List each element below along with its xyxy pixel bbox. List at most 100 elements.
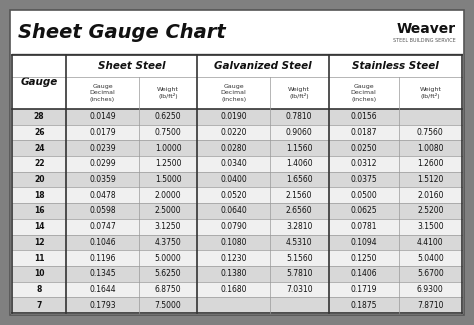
Text: 4.3750: 4.3750 bbox=[155, 238, 182, 247]
Text: 7.8710: 7.8710 bbox=[417, 301, 444, 310]
Bar bbox=[12, 282, 462, 297]
Text: Weaver: Weaver bbox=[397, 22, 456, 36]
Text: 0.0190: 0.0190 bbox=[220, 112, 247, 121]
Text: Gauge
Decimal
(inches): Gauge Decimal (inches) bbox=[351, 84, 376, 102]
Text: 28: 28 bbox=[34, 112, 45, 121]
Text: 2.0160: 2.0160 bbox=[417, 191, 444, 200]
Text: 8: 8 bbox=[36, 285, 42, 294]
Text: 0.6250: 0.6250 bbox=[155, 112, 182, 121]
Text: 0.1080: 0.1080 bbox=[220, 238, 247, 247]
Bar bbox=[12, 55, 66, 109]
Text: 1.1560: 1.1560 bbox=[286, 144, 312, 153]
Text: 6.9300: 6.9300 bbox=[417, 285, 444, 294]
Text: 0.1250: 0.1250 bbox=[350, 254, 377, 263]
Text: 0.0400: 0.0400 bbox=[220, 175, 247, 184]
Text: 0.7500: 0.7500 bbox=[155, 128, 182, 137]
Text: 0.1230: 0.1230 bbox=[220, 254, 247, 263]
Text: 0.0239: 0.0239 bbox=[89, 144, 116, 153]
Text: 3.2810: 3.2810 bbox=[286, 222, 312, 231]
Text: 0.0500: 0.0500 bbox=[350, 191, 377, 200]
Bar bbox=[12, 77, 462, 109]
Text: 0.1406: 0.1406 bbox=[350, 269, 377, 278]
Bar bbox=[12, 12, 462, 54]
Text: 5.6250: 5.6250 bbox=[155, 269, 182, 278]
Text: Sheet Gauge Chart: Sheet Gauge Chart bbox=[18, 23, 226, 43]
Text: 3.1250: 3.1250 bbox=[155, 222, 181, 231]
Text: 0.0520: 0.0520 bbox=[220, 191, 247, 200]
Text: 1.2500: 1.2500 bbox=[155, 160, 181, 168]
Text: Weight
(lb/ft²): Weight (lb/ft²) bbox=[419, 87, 441, 99]
Text: 1.2600: 1.2600 bbox=[417, 160, 444, 168]
Text: 1.5000: 1.5000 bbox=[155, 175, 182, 184]
Text: Weight
(lb/ft²): Weight (lb/ft²) bbox=[157, 87, 179, 99]
Text: 0.0149: 0.0149 bbox=[89, 112, 116, 121]
Text: 16: 16 bbox=[34, 206, 45, 215]
Text: 1.0080: 1.0080 bbox=[417, 144, 444, 153]
Text: 22: 22 bbox=[34, 160, 45, 168]
Bar bbox=[12, 297, 462, 313]
Text: 2.6560: 2.6560 bbox=[286, 206, 312, 215]
Text: 0.1345: 0.1345 bbox=[89, 269, 116, 278]
Text: 4.4100: 4.4100 bbox=[417, 238, 444, 247]
Bar bbox=[12, 266, 462, 282]
Text: 5.1560: 5.1560 bbox=[286, 254, 312, 263]
Text: 0.0598: 0.0598 bbox=[89, 206, 116, 215]
Text: 0.0359: 0.0359 bbox=[89, 175, 116, 184]
Text: 5.0400: 5.0400 bbox=[417, 254, 444, 263]
Text: 0.0220: 0.0220 bbox=[220, 128, 247, 137]
Bar bbox=[12, 156, 462, 172]
Text: 0.9060: 0.9060 bbox=[286, 128, 312, 137]
Text: 14: 14 bbox=[34, 222, 45, 231]
Text: 0.0187: 0.0187 bbox=[350, 128, 377, 137]
Bar bbox=[12, 203, 462, 219]
Text: 0.0156: 0.0156 bbox=[350, 112, 377, 121]
Bar bbox=[198, 55, 328, 77]
Text: 0.7810: 0.7810 bbox=[286, 112, 312, 121]
Text: Gauge
Decimal
(inches): Gauge Decimal (inches) bbox=[221, 84, 246, 102]
Text: 4.5310: 4.5310 bbox=[286, 238, 312, 247]
Text: 2.5200: 2.5200 bbox=[417, 206, 444, 215]
Text: 18: 18 bbox=[34, 191, 45, 200]
Text: 5.6700: 5.6700 bbox=[417, 269, 444, 278]
Text: 0.0280: 0.0280 bbox=[220, 144, 247, 153]
Text: 0.1644: 0.1644 bbox=[89, 285, 116, 294]
Text: 3.1500: 3.1500 bbox=[417, 222, 444, 231]
Text: 0.0299: 0.0299 bbox=[89, 160, 116, 168]
Bar bbox=[12, 125, 462, 140]
Text: 0.1680: 0.1680 bbox=[220, 285, 247, 294]
Text: 6.8750: 6.8750 bbox=[155, 285, 182, 294]
Text: 0.0747: 0.0747 bbox=[89, 222, 116, 231]
Text: 7.0310: 7.0310 bbox=[286, 285, 312, 294]
Text: 0.0340: 0.0340 bbox=[220, 160, 247, 168]
Text: 0.1875: 0.1875 bbox=[350, 301, 377, 310]
Text: 0.0250: 0.0250 bbox=[350, 144, 377, 153]
Bar bbox=[12, 250, 462, 266]
Text: 11: 11 bbox=[34, 254, 45, 263]
Text: 0.0781: 0.0781 bbox=[350, 222, 377, 231]
Text: Gauge: Gauge bbox=[20, 77, 58, 87]
Text: 0.0312: 0.0312 bbox=[350, 160, 377, 168]
Text: 20: 20 bbox=[34, 175, 45, 184]
Text: 2.5000: 2.5000 bbox=[155, 206, 182, 215]
Text: 12: 12 bbox=[34, 238, 45, 247]
Text: 0.0790: 0.0790 bbox=[220, 222, 247, 231]
Text: 2.1560: 2.1560 bbox=[286, 191, 312, 200]
Text: Weight
(lb/ft²): Weight (lb/ft²) bbox=[288, 87, 310, 99]
Text: Gauge
Decimal
(inches): Gauge Decimal (inches) bbox=[90, 84, 115, 102]
Bar bbox=[66, 55, 198, 77]
Text: 0.1793: 0.1793 bbox=[89, 301, 116, 310]
Text: Galvanized Steel: Galvanized Steel bbox=[214, 61, 312, 71]
Bar bbox=[12, 172, 462, 188]
Text: 0.1094: 0.1094 bbox=[350, 238, 377, 247]
Text: Sheet Steel: Sheet Steel bbox=[98, 61, 165, 71]
Text: 0.0478: 0.0478 bbox=[89, 191, 116, 200]
Bar bbox=[12, 140, 462, 156]
Text: 1.4060: 1.4060 bbox=[286, 160, 312, 168]
Text: 0.7560: 0.7560 bbox=[417, 128, 444, 137]
Text: 0.1719: 0.1719 bbox=[350, 285, 377, 294]
Text: 1.6560: 1.6560 bbox=[286, 175, 312, 184]
Bar bbox=[328, 55, 462, 77]
Text: 5.0000: 5.0000 bbox=[155, 254, 182, 263]
Text: Stainless Steel: Stainless Steel bbox=[352, 61, 438, 71]
Text: 7: 7 bbox=[36, 301, 42, 310]
